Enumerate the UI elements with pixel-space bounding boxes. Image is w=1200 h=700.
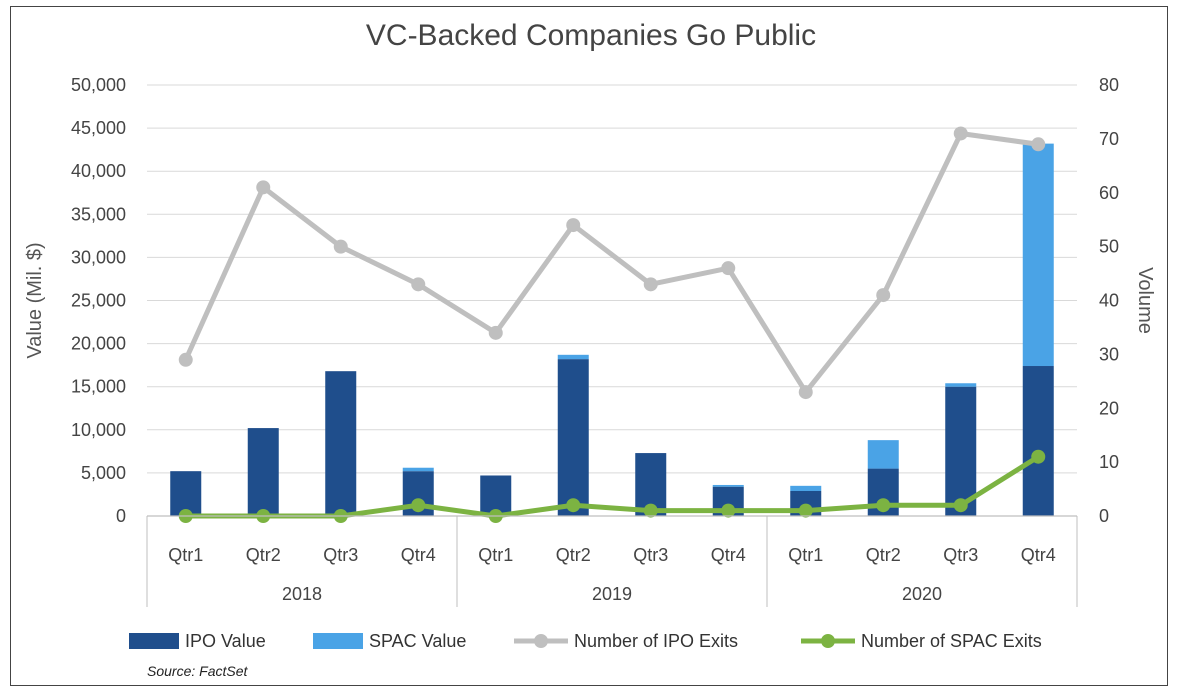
right-tick-label: 10 xyxy=(1099,452,1119,472)
group-label: 2020 xyxy=(902,584,942,604)
number-of-spac-exits-point xyxy=(411,498,426,513)
left-tick-label: 50,000 xyxy=(71,75,126,95)
number-of-ipo-exits-legend-label: Number of IPO Exits xyxy=(574,631,738,651)
number-of-spac-exits-point xyxy=(876,498,891,513)
spac-value-bar xyxy=(1022,143,1054,367)
category-label: Qtr2 xyxy=(866,545,901,565)
right-tick-label: 40 xyxy=(1099,291,1119,311)
spac-value-bar xyxy=(402,467,434,472)
number-of-ipo-exits-point xyxy=(953,126,968,141)
number-of-spac-exits-point xyxy=(721,503,736,518)
ipo-value-legend-label: IPO Value xyxy=(185,631,266,651)
number-of-ipo-exits-point xyxy=(333,239,348,254)
chart-title: VC-Backed Companies Go Public xyxy=(366,19,816,52)
ipo-value-bar xyxy=(945,386,977,516)
left-tick-label: 45,000 xyxy=(71,118,126,138)
number-of-spac-exits-legend-marker xyxy=(821,634,835,648)
spac-value-legend-label: SPAC Value xyxy=(369,631,466,651)
category-label: Qtr1 xyxy=(478,545,513,565)
right-tick-label: 70 xyxy=(1099,129,1119,149)
category-label: Qtr2 xyxy=(556,545,591,565)
number-of-ipo-exits-point xyxy=(798,385,813,400)
category-label: Qtr4 xyxy=(401,545,436,565)
chart-frame: VC-Backed Companies Go Public 0 5,000 10,0… xyxy=(10,6,1168,686)
number-of-ipo-exits-point xyxy=(876,288,891,303)
number-of-spac-exits-legend-label: Number of SPAC Exits xyxy=(861,631,1042,651)
legend: IPO Value SPAC Value Number of IPO Exits Nu… xyxy=(129,631,1042,651)
number-of-ipo-exits-point xyxy=(178,352,193,367)
y2-axis-label: Volume xyxy=(1134,267,1156,334)
source-note: Source: FactSet xyxy=(147,663,248,679)
category-label: Qtr2 xyxy=(246,545,281,565)
left-tick-label: 5,000 xyxy=(81,463,126,483)
gridlines xyxy=(147,84,1077,474)
number-of-spac-exits-line xyxy=(185,454,1040,519)
left-axis-ticks: 0 5,000 10,000 15,000 20,000 25,000 30,000 35,0… xyxy=(71,75,126,526)
ipo-value-bar xyxy=(247,428,279,516)
number-of-ipo-exits-point xyxy=(1031,137,1046,152)
spac-value-legend-swatch xyxy=(313,633,363,649)
ipo-value-bar xyxy=(170,471,202,516)
bars xyxy=(170,143,1054,516)
left-tick-label: 10,000 xyxy=(71,420,126,440)
group-label: 2019 xyxy=(592,584,632,604)
number-of-ipo-exits-point xyxy=(411,277,426,292)
number-of-spac-exits-point xyxy=(953,498,968,513)
left-tick-label: 0 xyxy=(116,506,126,526)
lines xyxy=(178,126,1046,523)
left-tick-label: 25,000 xyxy=(71,291,126,311)
ipo-value-bar xyxy=(1022,366,1054,516)
spac-value-bar xyxy=(557,354,589,360)
right-tick-label: 80 xyxy=(1099,75,1119,95)
ipo-value-bar xyxy=(557,359,589,516)
y-axis-label: Value (Mil. $) xyxy=(24,242,46,358)
category-label: Qtr4 xyxy=(1021,545,1056,565)
right-tick-label: 30 xyxy=(1099,344,1119,364)
left-tick-label: 30,000 xyxy=(71,247,126,267)
ipo-value-bar xyxy=(325,371,357,516)
number-of-spac-exits-point xyxy=(798,503,813,518)
number-of-ipo-exits-line xyxy=(183,130,1039,395)
ipo-value-legend-swatch xyxy=(129,633,179,649)
x-axis: Qtr1 Qtr2 Qtr3 Qtr4 Qtr1 Qtr2 Qtr3 Qtr4 Qtr1 Qtr2… xyxy=(146,515,1078,607)
left-tick-label: 15,000 xyxy=(71,377,126,397)
right-tick-label: 20 xyxy=(1099,398,1119,418)
right-tick-label: 0 xyxy=(1099,506,1109,526)
number-of-ipo-exits-point xyxy=(721,261,736,276)
left-tick-label: 20,000 xyxy=(71,334,126,354)
number-of-ipo-exits-point xyxy=(488,325,503,340)
left-tick-label: 40,000 xyxy=(71,161,126,181)
spac-value-bar xyxy=(867,440,899,469)
right-tick-label: 50 xyxy=(1099,237,1119,257)
left-tick-label: 35,000 xyxy=(71,204,126,224)
number-of-spac-exits-point xyxy=(1031,449,1046,464)
number-of-ipo-exits-point xyxy=(256,180,271,195)
category-label: Qtr3 xyxy=(633,545,668,565)
category-label: Qtr4 xyxy=(711,545,746,565)
spac-value-bar xyxy=(712,484,744,487)
number-of-ipo-exits-point xyxy=(643,277,658,292)
number-of-ipo-exits-legend-marker xyxy=(534,634,548,648)
category-label: Qtr1 xyxy=(788,545,823,565)
number-of-spac-exits-point xyxy=(566,498,581,513)
category-label: Qtr1 xyxy=(168,545,203,565)
group-label: 2018 xyxy=(282,584,322,604)
right-axis-ticks: 0 10 20 30 40 50 60 70 80 xyxy=(1099,75,1119,526)
spac-value-bar xyxy=(790,485,822,492)
category-label: Qtr3 xyxy=(323,545,358,565)
category-label: Qtr3 xyxy=(943,545,978,565)
chart: VC-Backed Companies Go Public 0 5,000 10,0… xyxy=(24,19,1156,679)
number-of-ipo-exits-point xyxy=(566,218,581,233)
number-of-spac-exits-point xyxy=(643,503,658,518)
spac-value-bar xyxy=(945,383,977,387)
right-tick-label: 60 xyxy=(1099,183,1119,203)
